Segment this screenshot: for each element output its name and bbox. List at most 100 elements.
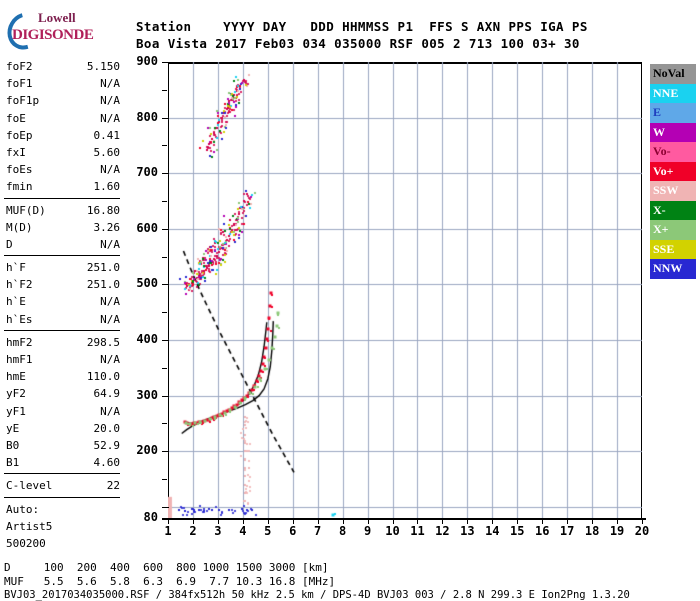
- param-key: h`E: [6, 295, 26, 309]
- legend-item-noval[interactable]: NoVal: [650, 64, 696, 84]
- x-tick-label-19: 19: [609, 524, 625, 538]
- y-tick-mark: [162, 62, 169, 63]
- x-tick-mark: [517, 518, 519, 524]
- param-value: 251.0: [86, 278, 120, 292]
- legend-item-nne[interactable]: NNE: [650, 83, 696, 103]
- param-value: 1.60: [93, 180, 121, 194]
- y-tick-mark-minor: [162, 423, 167, 425]
- param-key: M(D): [6, 220, 33, 234]
- param-value: 3.26: [93, 220, 121, 234]
- x-tick-mark: [442, 518, 444, 524]
- x-tick-mark: [217, 518, 219, 524]
- param-key: h`F2: [6, 278, 33, 292]
- x-tick-label-11: 11: [410, 524, 425, 538]
- param-key: foEs: [6, 163, 33, 177]
- param-row-foe: foE N/A: [4, 110, 124, 127]
- param-value: 20.0: [93, 421, 121, 435]
- legend-item-sse[interactable]: SSE: [650, 239, 696, 259]
- param-key: foF1: [6, 77, 33, 91]
- y-tick-mark-minor: [162, 479, 167, 481]
- legend-item-ssw[interactable]: SSW: [650, 181, 696, 201]
- x-tick-label-5: 5: [264, 524, 272, 538]
- param-row-md: M(D) 3.26: [4, 219, 124, 236]
- y-tick-mark: [162, 506, 169, 508]
- legend-item-e[interactable]: E: [650, 103, 696, 123]
- ionogram-plot-canvas[interactable]: [168, 62, 642, 518]
- x-tick-label-14: 14: [485, 524, 500, 538]
- station-header: Station YYYY DAY DDD HHMMSS P1 FFS S AXN…: [136, 18, 588, 52]
- legend-item-x-[interactable]: X-: [650, 200, 696, 220]
- station-header-values: Boa Vista 2017 Feb03 034 035000 RSF 005 …: [136, 36, 580, 51]
- y-tick-label-700: 700: [136, 165, 158, 180]
- legend-item-x+[interactable]: X+: [650, 220, 696, 240]
- legend-item-nnw[interactable]: NNW: [650, 259, 696, 279]
- x-tick-mark: [592, 518, 594, 524]
- x-axis-line: [162, 518, 646, 520]
- param-key: yF1: [6, 404, 26, 418]
- param-key: hmF2: [6, 335, 33, 349]
- param-row-fxi: fxI 5.60: [4, 144, 124, 161]
- param-value: 0.41: [93, 128, 121, 142]
- y-tick-label-400: 400: [136, 332, 158, 347]
- x-tick-label-17: 17: [559, 524, 575, 538]
- param-group-divider: [4, 496, 120, 498]
- x-tick-mark: [367, 518, 369, 524]
- param-value: 16.80: [86, 203, 120, 217]
- param-group-divider: [4, 197, 120, 199]
- param-row-mufd: MUF(D) 16.80: [4, 202, 124, 219]
- x-tick-mark: [617, 518, 619, 524]
- param-key: fmin: [6, 180, 33, 194]
- y-tick-mark: [162, 173, 169, 175]
- x-tick-label-20: 20: [634, 524, 650, 538]
- param-key: C-level: [6, 479, 53, 493]
- muf-scale-row: MUF 5.5 5.6 5.8 6.3 6.9 7.7 10.3 16.8 [M…: [4, 575, 336, 588]
- y-tick-mark: [162, 340, 169, 342]
- param-row-d: D N/A: [4, 236, 124, 253]
- param-key: hmE: [6, 370, 26, 384]
- param-row-hmf1: hmF1 N/A: [4, 351, 124, 368]
- param-row-hme: hmE 110.0: [4, 368, 124, 385]
- param-key: B0: [6, 438, 20, 452]
- param-value: 5.60: [93, 145, 121, 159]
- x-tick-mark: [467, 518, 469, 524]
- x-tick-label-8: 8: [339, 524, 347, 538]
- y-tick-mark-minor: [162, 201, 167, 203]
- x-tick-label-13: 13: [460, 524, 475, 538]
- footer-metadata: BVJ03_2017034035000.RSF / 384fx512h 50 k…: [4, 589, 630, 601]
- param-value: 298.5: [86, 335, 120, 349]
- legend-item-vo+[interactable]: Vo+: [650, 161, 696, 181]
- ionogram-parameters-panel: foF2 5.150 foF1 N/A foF1p N/A foE N/A foEp 0.41 fx…: [4, 58, 124, 552]
- param-value: 64.9: [93, 387, 121, 401]
- param-row-hf: h`F 251.0: [4, 259, 124, 276]
- param-key: yF2: [6, 387, 26, 401]
- x-tick-label-1: 1: [164, 524, 172, 538]
- x-tick-label-6: 6: [289, 524, 297, 538]
- param-key: foF2: [6, 60, 33, 73]
- y-tick-label-500: 500: [136, 276, 158, 291]
- param-value: N/A: [100, 94, 120, 108]
- param-row-hmf2: hmF2 298.5: [4, 334, 124, 351]
- x-tick-label-12: 12: [435, 524, 450, 538]
- param-key: yE: [6, 421, 20, 435]
- x-tick-mark: [342, 518, 344, 524]
- logo-lowell-text: Lowell: [38, 10, 76, 25]
- param-key: B1: [6, 456, 20, 470]
- legend-item-vo-[interactable]: Vo-: [650, 142, 696, 162]
- station-header-columns: Station YYYY DAY DDD HHMMSS P1 FFS S AXN…: [136, 19, 588, 34]
- x-tick-mark: [192, 518, 194, 524]
- y-tick-mark-minor: [162, 312, 167, 314]
- param-key: foEp: [6, 128, 33, 142]
- param-row-ye: yE 20.0: [4, 420, 124, 437]
- y-tick-label-900: 900: [136, 54, 158, 68]
- x-tick-mark: [642, 518, 643, 524]
- x-tick-mark: [392, 518, 394, 524]
- y-tick-mark-minor: [162, 89, 167, 91]
- x-tick-label-3: 3: [214, 524, 222, 538]
- param-value: N/A: [100, 111, 120, 125]
- logo-digisonde-text: DIGISONDE: [12, 27, 94, 43]
- param-key: foE: [6, 111, 26, 125]
- distance-scale-row: D 100 200 400 600 800 1000 1500 3000 [km…: [4, 561, 329, 574]
- y-tick-mark-minor: [162, 145, 167, 147]
- legend-item-w[interactable]: W: [650, 122, 696, 142]
- y-tick-mark: [162, 284, 169, 286]
